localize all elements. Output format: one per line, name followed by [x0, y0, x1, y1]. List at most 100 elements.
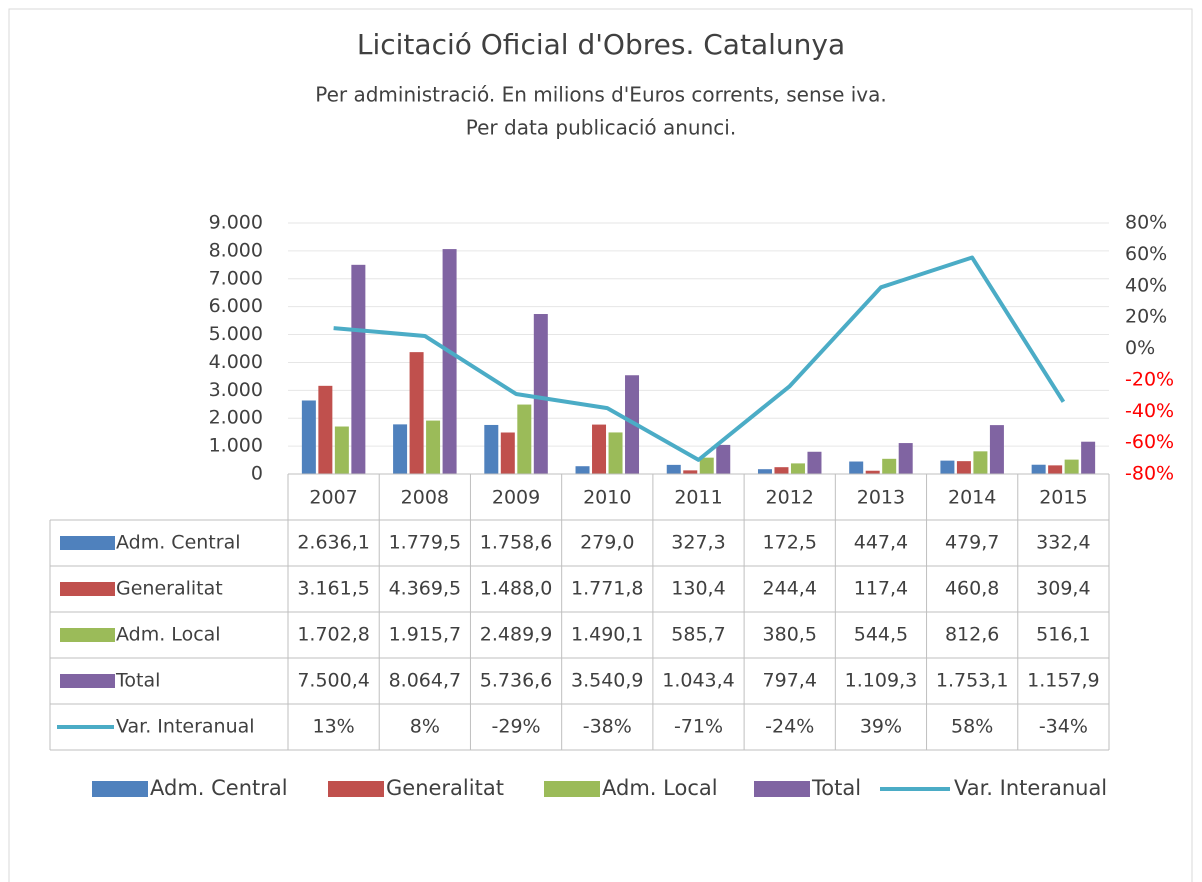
table-cell: 1.771,8	[571, 578, 644, 600]
y2-tick-label: 40%	[1125, 274, 1167, 296]
table-cell: -29%	[492, 716, 541, 738]
table-cell: 1.702,8	[297, 624, 370, 646]
bar	[592, 424, 607, 474]
bar	[442, 249, 457, 474]
chart-subtitle: Per administració. En milions d'Euros co…	[315, 83, 887, 107]
bar	[865, 470, 880, 474]
bar	[882, 458, 897, 474]
table-cell: 244,4	[763, 578, 817, 600]
table-cell: 544,5	[854, 624, 908, 646]
y-tick-label: 5.000	[209, 323, 263, 345]
y-tick-label: 6.000	[209, 295, 263, 317]
table-cell: 39%	[860, 716, 902, 738]
bar	[351, 264, 366, 474]
table-legend-key	[60, 536, 115, 550]
table-cell: -71%	[674, 716, 723, 738]
table-cell: 1.488,0	[480, 578, 553, 600]
table-cell: 130,4	[671, 578, 725, 600]
legend-label: Adm. Local	[602, 776, 718, 800]
x-tick-label: 2008	[401, 487, 449, 509]
chart-title: Licitació Oficial d'Obres. Catalunya	[357, 28, 845, 61]
y2-tick-label: 80%	[1125, 212, 1167, 234]
table-cell: 460,8	[945, 578, 999, 600]
bar	[301, 400, 316, 474]
bar	[484, 424, 499, 474]
table-row-label: Adm. Central	[116, 532, 241, 554]
table-row-label: Total	[115, 670, 160, 692]
table-cell: 1.157,9	[1027, 670, 1100, 692]
table-cell: 7.500,4	[297, 670, 370, 692]
bar	[533, 314, 548, 474]
table-cell: 2.636,1	[297, 532, 370, 554]
y2-tick-label: -20%	[1125, 368, 1174, 390]
table-cell: 1.043,4	[662, 670, 735, 692]
bar	[973, 451, 988, 474]
legend-label: Var. Interanual	[954, 776, 1107, 800]
bar	[517, 404, 532, 474]
y-tick-label: 3.000	[209, 379, 263, 401]
bar	[625, 375, 640, 474]
bar	[409, 352, 424, 474]
bar	[666, 464, 681, 474]
table-cell: -38%	[583, 716, 632, 738]
bar	[1064, 459, 1079, 474]
x-tick-label: 2014	[948, 487, 996, 509]
y2-tick-label: 0%	[1125, 337, 1155, 359]
table-cell: 13%	[312, 716, 354, 738]
legend-key	[754, 781, 810, 797]
bar	[1081, 441, 1096, 474]
bar	[500, 432, 515, 474]
y-tick-label: 9.000	[209, 212, 263, 234]
table-cell: 479,7	[945, 532, 999, 554]
y2-tick-label: 60%	[1125, 243, 1167, 265]
bar	[807, 451, 822, 474]
bar	[575, 466, 590, 474]
table-cell: 812,6	[945, 624, 999, 646]
bar	[334, 426, 349, 474]
bar	[956, 461, 971, 474]
table-cell: 1.109,3	[845, 670, 918, 692]
y2-tick-label: -80%	[1125, 463, 1174, 485]
y2-tick-label: -60%	[1125, 431, 1174, 453]
y-tick-label: 2.000	[209, 407, 263, 429]
bar	[1048, 465, 1063, 474]
bar	[849, 461, 864, 474]
table-cell: 8%	[410, 716, 440, 738]
table-cell: 1.753,1	[936, 670, 1009, 692]
y-tick-label: 1.000	[209, 435, 263, 457]
bar	[757, 469, 772, 474]
table-cell: 3.161,5	[297, 578, 370, 600]
table-cell: 1.758,6	[480, 532, 553, 554]
table-cell: 447,4	[854, 532, 908, 554]
legend-label: Generalitat	[386, 776, 504, 800]
legend-label: Adm. Central	[150, 776, 288, 800]
table-cell: 516,1	[1036, 624, 1090, 646]
table-cell: 327,3	[671, 532, 725, 554]
table-cell: 58%	[951, 716, 993, 738]
bar	[989, 425, 1004, 474]
bar	[608, 432, 623, 474]
x-tick-label: 2015	[1039, 487, 1087, 509]
x-tick-label: 2007	[309, 487, 357, 509]
y-tick-label: 4.000	[209, 351, 263, 373]
table-cell: 332,4	[1036, 532, 1090, 554]
table-cell: 1.779,5	[389, 532, 462, 554]
x-tick-label: 2009	[492, 487, 540, 509]
y2-tick-label: -40%	[1125, 400, 1174, 422]
table-cell: -24%	[765, 716, 814, 738]
table-row-label: Var. Interanual	[116, 716, 255, 738]
legend-key	[544, 781, 600, 797]
legend-label: Total	[811, 776, 861, 800]
table-cell: 117,4	[854, 578, 908, 600]
table-legend-key	[60, 628, 115, 642]
table-legend-key	[60, 674, 115, 688]
x-tick-label: 2010	[583, 487, 631, 509]
table-row-label: Adm. Local	[116, 624, 221, 646]
table-cell: 380,5	[763, 624, 817, 646]
bar	[1031, 464, 1046, 474]
table-cell: 797,4	[763, 670, 817, 692]
bar	[318, 385, 333, 474]
x-tick-label: 2013	[857, 487, 905, 509]
table-cell: 1.490,1	[571, 624, 644, 646]
x-tick-label: 2012	[766, 487, 814, 509]
